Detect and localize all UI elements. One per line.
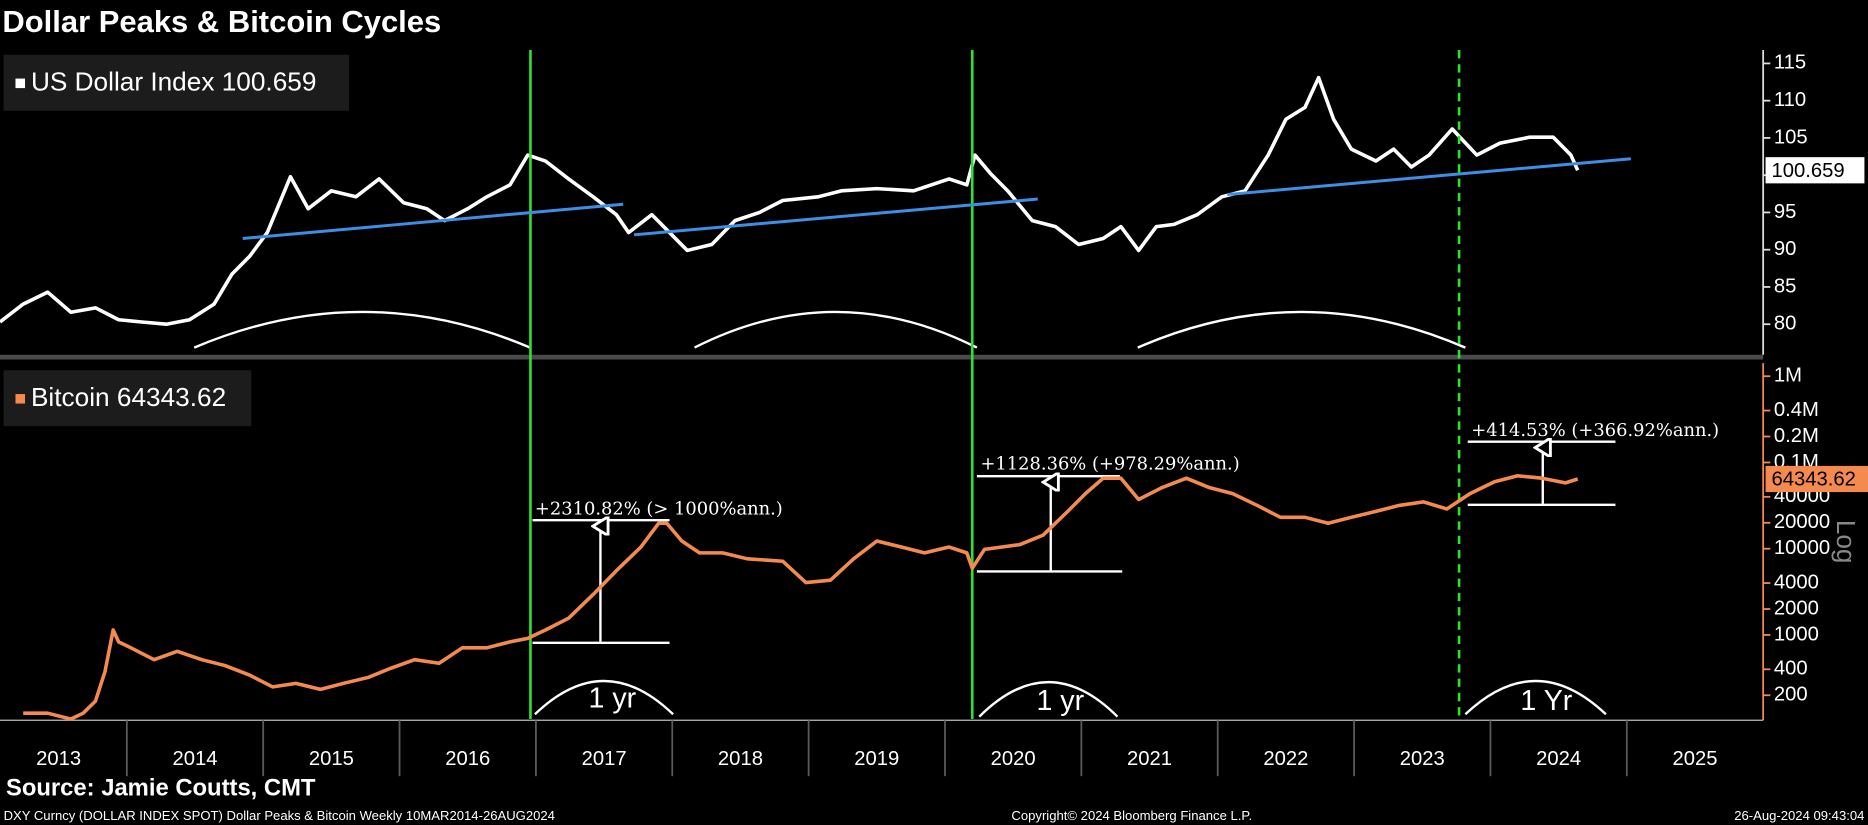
annotation: +2310.82% (> 1000%ann.) — [535, 499, 783, 520]
legend-name: US Dollar Index — [31, 66, 214, 96]
period-label: 1 Yr — [1520, 685, 1572, 717]
annotation: +1128.36% (+978.29%ann.) — [980, 453, 1239, 474]
y-tick-label: 80 — [1774, 313, 1797, 335]
y-tick-label: 1000 — [1774, 623, 1819, 645]
y-tick-label: 400 — [1774, 658, 1808, 680]
legend-name: Bitcoin — [31, 382, 110, 412]
last-value-box — [1765, 157, 1865, 184]
annotation-brackets — [532, 442, 1616, 645]
legend-value: 64343.62 — [117, 382, 226, 412]
cycle-arcs — [193, 310, 1607, 718]
legend-box — [3, 54, 350, 111]
y-tick-label: 95 — [1774, 201, 1797, 223]
x-tick-label: 2013 — [36, 748, 81, 770]
y-tick-label: 115 — [1774, 52, 1806, 74]
arc — [978, 680, 1119, 718]
x-tick-label: 2017 — [582, 748, 627, 770]
series-line — [0, 75, 1580, 326]
legend-value: 100.659 — [222, 66, 317, 96]
annotation: +414.53% (+366.92%ann.) — [1471, 420, 1719, 441]
x-tick-label: 2021 — [1127, 748, 1172, 770]
trend-line — [633, 197, 1038, 237]
trend-line — [242, 202, 624, 241]
x-tick-label: 2022 — [1263, 748, 1308, 770]
y-tick-label: 0.2M — [1774, 425, 1819, 447]
panel-separator — [0, 354, 1764, 360]
y-tick-label: 110 — [1774, 89, 1806, 111]
legend-entry: Bitcoin 64343.62 — [31, 382, 226, 412]
arc — [694, 310, 978, 349]
y-tick-label: 20000 — [1774, 511, 1830, 533]
arc — [193, 310, 531, 349]
copyright: Copyright© 2024 Bloomberg Finance L.P. — [1011, 808, 1252, 823]
last-value-box — [1765, 465, 1868, 493]
x-tick-label: 2018 — [718, 748, 763, 770]
arc — [1137, 310, 1466, 349]
x-tick-label: 2014 — [172, 748, 217, 770]
period-label: 1 yr — [1036, 685, 1084, 717]
y-tick-label: 1M — [1774, 365, 1802, 387]
x-tick-label: 2024 — [1536, 748, 1581, 770]
plot-area — [0, 75, 1580, 326]
trend-line — [1227, 157, 1632, 197]
legend-box — [3, 370, 252, 427]
y-tick-label: 0.4M — [1774, 399, 1819, 421]
period-label: 1 yr — [589, 683, 637, 715]
last-value-label: 100.659 — [1772, 160, 1845, 182]
chart-title: Dollar Peaks & Bitcoin Cycles — [2, 4, 441, 39]
y-tick-label: 200 — [1774, 684, 1808, 706]
source: Source: Jamie Coutts, CMT — [6, 775, 316, 802]
legend-entry: US Dollar Index 100.659 — [31, 66, 316, 96]
y-tick-label: 90 — [1774, 238, 1797, 260]
series-line — [23, 474, 1579, 721]
arc — [1464, 679, 1607, 716]
x-tick-label: 2015 — [309, 748, 354, 770]
x-tick-label: 2025 — [1672, 748, 1717, 770]
y-tick-label: 85 — [1774, 275, 1797, 297]
x-tick-label: 2016 — [445, 748, 490, 770]
description: DXY Curncy (DOLLAR INDEX SPOT) Dollar Pe… — [4, 808, 555, 823]
y-tick-label: 105 — [1774, 126, 1808, 148]
x-tick-label: 2019 — [854, 748, 899, 770]
arc — [534, 679, 674, 716]
x-tick-label: 2023 — [1400, 748, 1445, 770]
y-tick-label: 10000 — [1774, 537, 1830, 559]
y-tick-label: 4000 — [1774, 571, 1819, 593]
y-tick-label: 2000 — [1774, 597, 1819, 619]
y-scale-label: Log — [1831, 520, 1861, 564]
legend-marker — [15, 394, 26, 404]
x-tick-label: 2020 — [991, 748, 1036, 770]
last-value-label: 64343.62 — [1772, 469, 1856, 491]
timestamp: 26-Aug-2024 09:43:04 — [1734, 808, 1864, 823]
plot-area — [23, 474, 1579, 721]
legend-marker — [15, 78, 26, 89]
